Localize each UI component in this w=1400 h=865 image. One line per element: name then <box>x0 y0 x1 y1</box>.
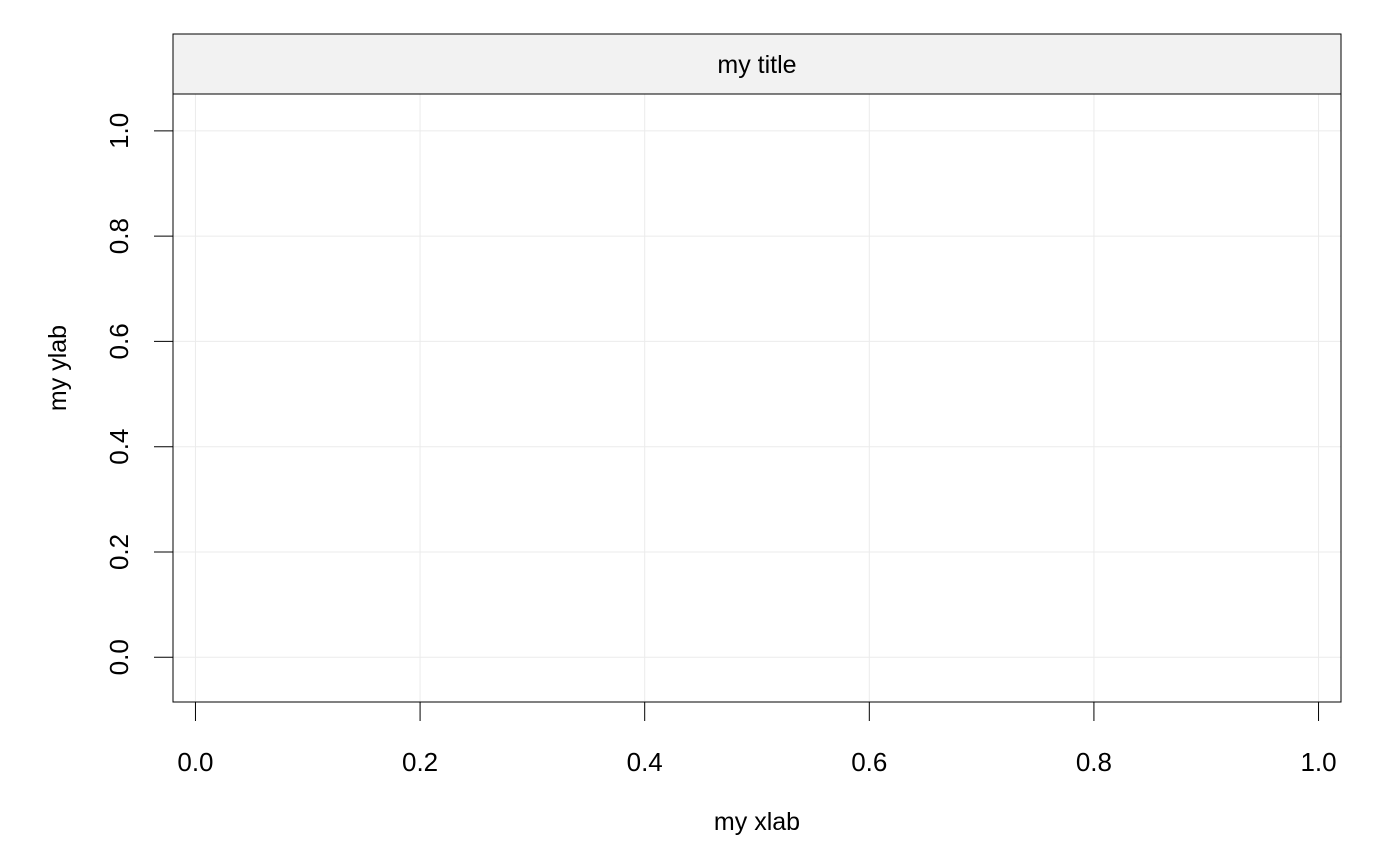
y-tick-label: 1.0 <box>104 113 134 149</box>
x-tick-label: 0.0 <box>177 747 213 777</box>
title-strip <box>172 33 1342 95</box>
y-tick-label: 0.2 <box>104 534 134 570</box>
x-tick-label: 0.8 <box>1076 747 1112 777</box>
y-tick-label: 0.8 <box>104 218 134 254</box>
x-axis-title: my xlab <box>714 808 800 836</box>
grid-lines <box>173 94 1341 702</box>
x-tick-label: 0.4 <box>627 747 663 777</box>
y-tick-label: 0.6 <box>104 323 134 359</box>
y-tick-label: 0.4 <box>104 429 134 465</box>
chart-title: my title <box>717 51 796 79</box>
y-axis-title: my ylab <box>44 325 72 411</box>
x-tick-label: 0.6 <box>851 747 887 777</box>
y-tick-label: 0.0 <box>104 639 134 675</box>
x-axis: 0.0 0.2 0.4 0.6 0.8 1.0 <box>177 702 1337 777</box>
plot-frame <box>172 93 1342 703</box>
x-tick-label: 1.0 <box>1300 747 1336 777</box>
x-tick-label: 0.2 <box>402 747 438 777</box>
y-axis: 0.0 0.2 0.4 0.6 0.8 1.0 <box>104 113 173 675</box>
